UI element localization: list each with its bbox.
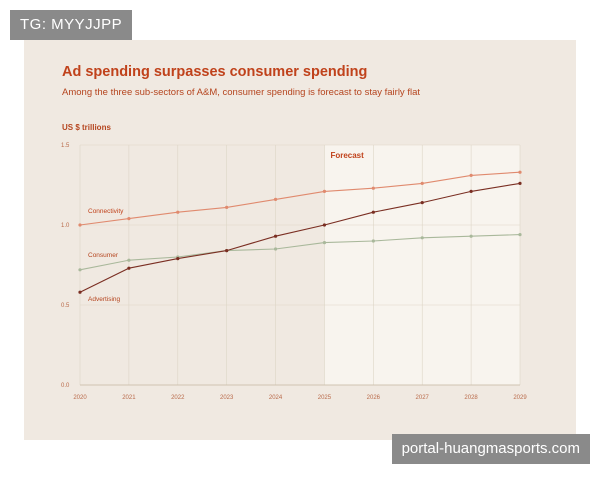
x-tick-label: 2021 bbox=[122, 395, 136, 401]
data-point-connectivity bbox=[322, 189, 327, 193]
data-point-advertising bbox=[273, 234, 278, 238]
series-line-advertising bbox=[79, 182, 521, 293]
data-point-consumer bbox=[322, 241, 327, 245]
y-tick-label: 1.5 bbox=[61, 143, 70, 149]
data-point-connectivity bbox=[78, 223, 82, 227]
x-tick-label: 2023 bbox=[220, 395, 234, 401]
x-tick-label: 2020 bbox=[73, 395, 87, 401]
data-point-connectivity bbox=[176, 210, 180, 214]
data-point-consumer bbox=[273, 247, 278, 251]
data-point-consumer bbox=[371, 239, 375, 243]
data-point-consumer bbox=[127, 258, 131, 262]
chart-card: Ad spending surpasses consumer spending … bbox=[24, 40, 576, 440]
data-point-advertising bbox=[469, 189, 473, 193]
watermark-top-left: TG: MYYJJPP bbox=[10, 10, 133, 40]
x-tick-label: 2024 bbox=[269, 395, 283, 401]
x-tick-label: 2027 bbox=[416, 395, 430, 401]
data-point-advertising bbox=[225, 249, 229, 253]
data-point-consumer bbox=[420, 236, 424, 240]
data-point-connectivity bbox=[127, 217, 131, 221]
x-tick-label: 2026 bbox=[367, 395, 381, 401]
watermark-bottom-right: portal-huangmasports.com bbox=[391, 434, 590, 464]
x-tick-label: 2029 bbox=[513, 395, 527, 401]
data-point-advertising bbox=[176, 257, 180, 261]
y-tick-label: 0.0 bbox=[61, 383, 70, 389]
data-point-connectivity bbox=[518, 170, 522, 174]
data-point-connectivity bbox=[469, 173, 473, 177]
data-point-advertising bbox=[322, 223, 327, 227]
data-point-connectivity bbox=[371, 186, 375, 190]
x-tick-label: 2025 bbox=[318, 395, 332, 401]
data-point-connectivity bbox=[225, 205, 229, 209]
data-point-advertising bbox=[420, 201, 424, 205]
chart-subtitle: Among the three sub-sectors of A&M, cons… bbox=[62, 87, 420, 98]
data-point-advertising bbox=[371, 210, 375, 214]
data-point-connectivity bbox=[420, 181, 424, 185]
data-point-consumer bbox=[469, 234, 473, 238]
series-line-connectivity bbox=[79, 171, 521, 226]
series-label-consumer: Consumer bbox=[88, 252, 119, 259]
series-line-consumer bbox=[79, 234, 521, 271]
data-point-consumer bbox=[518, 233, 522, 237]
data-point-advertising bbox=[518, 181, 522, 185]
y-axis-label: US $ trillions bbox=[62, 123, 111, 132]
chart-title: Ad spending surpasses consumer spending bbox=[62, 64, 368, 80]
series-label-advertising: Advertising bbox=[88, 296, 121, 303]
data-point-advertising bbox=[127, 266, 131, 270]
data-point-consumer bbox=[78, 268, 82, 272]
line-chart: Forecast US $ trillions 2020 2021 2022 2023 20… bbox=[61, 123, 527, 401]
y-tick-label: 0.5 bbox=[61, 303, 70, 309]
x-tick-label: 2022 bbox=[171, 395, 185, 401]
series-label-connectivity: Connectivity bbox=[88, 208, 124, 215]
y-tick-label: 1.0 bbox=[61, 223, 70, 229]
data-point-advertising bbox=[78, 290, 82, 294]
x-tick-label: 2028 bbox=[464, 395, 478, 401]
forecast-label: Forecast bbox=[330, 151, 364, 160]
data-point-connectivity bbox=[273, 197, 278, 201]
